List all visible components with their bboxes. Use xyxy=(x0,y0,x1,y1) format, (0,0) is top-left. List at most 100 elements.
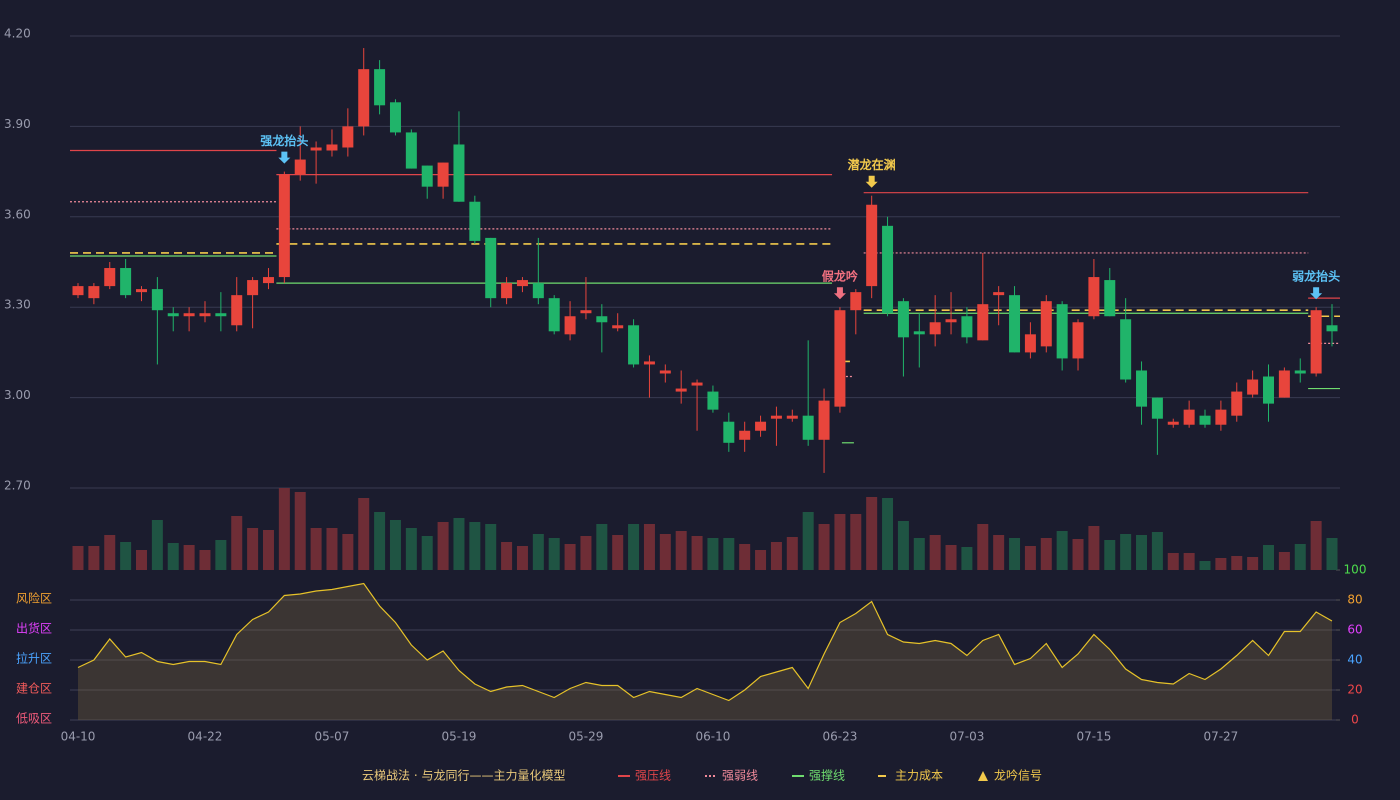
candle-body xyxy=(1151,397,1163,419)
volume-bar xyxy=(1231,556,1243,570)
candle-body xyxy=(643,361,655,365)
volume-bar xyxy=(739,544,751,570)
candle-body xyxy=(897,301,909,338)
candle-body xyxy=(913,331,925,335)
candle-body xyxy=(374,69,386,106)
candle-body xyxy=(945,319,957,323)
candle-body xyxy=(1215,409,1227,425)
candle-body xyxy=(739,430,751,440)
volume-bar xyxy=(421,536,433,570)
signal-label: 潜龙在渊 xyxy=(848,157,896,172)
candle-body xyxy=(215,313,227,317)
volume-bar xyxy=(167,543,179,570)
volume-bar xyxy=(183,545,195,570)
candle-body xyxy=(961,316,973,338)
volume-bar xyxy=(1056,531,1068,570)
candle-body xyxy=(1310,310,1322,374)
volume-bar xyxy=(993,535,1005,570)
legend-label: 强弱线 xyxy=(722,769,758,783)
candle-body xyxy=(1056,304,1068,359)
y-tick-label: 2.70 xyxy=(4,479,31,493)
volume-bar xyxy=(516,546,528,570)
candle-body xyxy=(1278,370,1290,398)
candle-body xyxy=(358,69,370,127)
legend-symbol xyxy=(978,771,988,781)
volume-bar xyxy=(389,520,401,570)
candle-body xyxy=(675,388,687,392)
volume-bar xyxy=(247,528,259,570)
volume-bar xyxy=(120,542,132,570)
candle-body xyxy=(786,415,798,419)
signal-label: 假龙吟 xyxy=(822,269,858,284)
volume-bar xyxy=(1120,534,1132,570)
candle-body xyxy=(1104,280,1116,317)
candle-body xyxy=(183,313,195,317)
candle-body xyxy=(120,268,132,296)
candle-body xyxy=(691,382,703,386)
candle-body xyxy=(389,102,401,133)
zone-label: 低吸区 xyxy=(16,712,52,726)
volume-bar xyxy=(374,512,386,570)
candle-body xyxy=(421,165,433,187)
volume-bar xyxy=(977,524,989,570)
candle-body xyxy=(1040,301,1052,347)
volume-bar xyxy=(707,538,719,570)
signal-arrow xyxy=(278,151,291,164)
candle-body xyxy=(1263,376,1275,404)
candle-body xyxy=(1167,421,1179,425)
candle-body xyxy=(1088,277,1100,317)
zone-label: 出货区 xyxy=(16,621,52,636)
x-tick-label: 05-29 xyxy=(569,730,604,744)
candle-body xyxy=(802,415,814,440)
volume-bar xyxy=(834,514,846,570)
x-tick-label: 07-27 xyxy=(1203,730,1238,744)
signal-label: 强龙抬头 xyxy=(260,133,308,148)
volume-bar xyxy=(151,520,163,570)
volume-bar xyxy=(262,530,274,570)
candle-body xyxy=(310,147,322,151)
x-tick-label: 06-23 xyxy=(822,730,857,744)
volume-bar xyxy=(1024,546,1036,570)
candle-body xyxy=(770,415,782,419)
volume-bar xyxy=(532,534,544,570)
volume-bar xyxy=(612,535,624,570)
volume-bar xyxy=(596,524,608,570)
legend-label: 主力成本 xyxy=(895,769,943,783)
candle-body xyxy=(1231,391,1243,416)
candle-body xyxy=(866,204,878,287)
candle-body xyxy=(882,225,894,314)
volume-bar xyxy=(628,524,640,570)
volume-bar xyxy=(691,536,703,570)
volume-bar xyxy=(802,512,814,570)
candle-body xyxy=(1009,295,1021,353)
candle-body xyxy=(88,286,100,299)
volume-bar xyxy=(437,522,449,570)
volume-bar xyxy=(929,535,941,570)
candle-body xyxy=(199,313,211,317)
volume-bar xyxy=(1151,532,1163,570)
candle-body xyxy=(231,295,243,326)
x-tick-label: 07-03 xyxy=(949,730,984,744)
candle-body xyxy=(405,132,417,169)
candle-body xyxy=(723,421,735,443)
candle-body xyxy=(135,289,147,293)
volume-bar xyxy=(1263,545,1275,570)
candle-body xyxy=(278,174,290,278)
signal-arrow xyxy=(865,175,878,188)
volume-bar xyxy=(1278,552,1290,570)
volume-bar xyxy=(342,534,354,570)
y-tick-label: 3.90 xyxy=(4,117,31,131)
volume-bar xyxy=(88,546,100,570)
candle-body xyxy=(485,237,497,299)
candle-body xyxy=(151,289,163,311)
legend-label: 龙吟信号 xyxy=(994,768,1042,783)
candle-body xyxy=(707,391,719,410)
candle-body xyxy=(1199,415,1211,425)
volume-bar xyxy=(231,516,243,570)
y-tick-label: 4.20 xyxy=(4,27,31,41)
candle-body xyxy=(850,292,862,311)
candle-body xyxy=(628,325,640,365)
volume-bar xyxy=(1136,535,1148,570)
x-tick-label: 04-22 xyxy=(188,730,223,744)
volume-bar xyxy=(405,528,417,570)
